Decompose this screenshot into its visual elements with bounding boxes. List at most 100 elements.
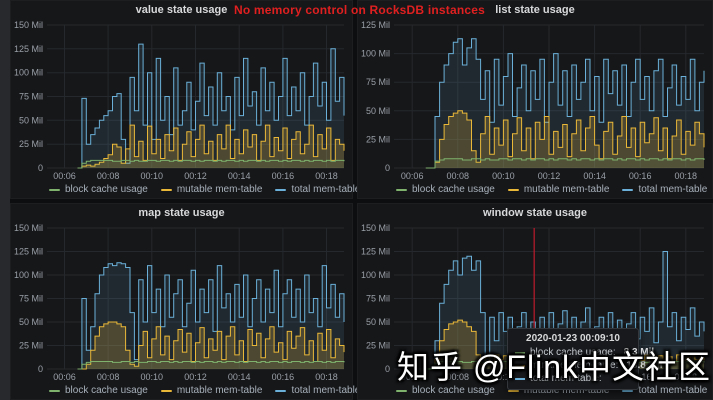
legend-label: mutable mem-table bbox=[523, 385, 610, 396]
x-tick-label: 00:06 bbox=[401, 171, 424, 181]
x-tick-label: 00:12 bbox=[538, 171, 561, 181]
series-fill-1 bbox=[77, 322, 344, 369]
legend-label: mutable mem-table bbox=[176, 385, 263, 396]
legend-item-block-cache-usage[interactable]: block cache usage bbox=[396, 385, 495, 396]
x-tick-label: 00:18 bbox=[675, 372, 698, 382]
legend-list-state: block cache usage mutable mem-table total … bbox=[358, 181, 712, 198]
x-tick-label: 00:10 bbox=[492, 372, 515, 382]
series-fill-0 bbox=[77, 361, 344, 369]
y-tick-label: 125 Mil bbox=[14, 44, 43, 54]
y-tick-label: 150 Mil bbox=[14, 20, 43, 30]
chart-map-state[interactable]: 0 25 Mil 50 Mil 75 Mil 100 Mil 125 Mil 150 Mil… bbox=[11, 223, 352, 382]
series-fill-0 bbox=[77, 160, 344, 168]
y-tick-label: 50 Mil bbox=[19, 115, 43, 125]
series-fill-1 bbox=[77, 125, 344, 168]
x-tick-label: 00:08 bbox=[97, 372, 120, 382]
panel-title-list-state[interactable]: list state usage bbox=[495, 4, 575, 16]
series-fill-1 bbox=[425, 320, 704, 369]
x-tick-label: 00:12 bbox=[184, 372, 207, 382]
legend-item-block-cache-usage[interactable]: block cache usage bbox=[49, 184, 148, 195]
legend-item-mutable-mem-table[interactable]: mutable mem-table bbox=[160, 184, 263, 195]
series-line-1 bbox=[77, 124, 345, 169]
legend-label: total mem-table bbox=[638, 385, 708, 396]
legend-dash-icon bbox=[507, 389, 519, 392]
x-tick-label: 00:08 bbox=[447, 372, 470, 382]
legend-item-mutable-mem-table[interactable]: mutable mem-table bbox=[507, 184, 610, 195]
y-tick-label: 0 bbox=[385, 364, 390, 374]
panel-value-state-usage: value state usage 0 25 Mil 50 Mil 75 Mil 100… bbox=[10, 0, 360, 199]
tooltip-label: mutable mem-table: bbox=[530, 360, 619, 371]
legend-dash-icon bbox=[275, 389, 287, 392]
legend-label: block cache usage bbox=[412, 385, 495, 396]
legend-map-state: block cache usage mutable mem-table total … bbox=[11, 382, 360, 399]
chart-svg: 0 25 Mil 50 Mil 75 Mil 100 Mil 125 Mil 00:06 00… bbox=[361, 20, 705, 181]
legend-window-state: block cache usage mutable mem-table total … bbox=[358, 382, 712, 399]
x-tick-label: 00:06 bbox=[401, 372, 424, 382]
legend-label: mutable mem-table bbox=[176, 184, 263, 195]
legend-dash-icon bbox=[160, 389, 172, 392]
x-tick-label: 00:16 bbox=[272, 372, 295, 382]
legend-item-block-cache-usage[interactable]: block cache usage bbox=[49, 385, 148, 396]
legend-dash-icon bbox=[507, 188, 519, 191]
x-tick-label: 00:14 bbox=[583, 171, 606, 181]
series-line-0 bbox=[77, 159, 345, 169]
legend-label: mutable mem-table bbox=[523, 184, 610, 195]
legend-label: total mem-table bbox=[291, 184, 361, 195]
x-tick-label: 00:16 bbox=[272, 171, 295, 181]
y-tick-label: 75 Mil bbox=[366, 294, 390, 304]
x-tick-label: 00:14 bbox=[228, 171, 251, 181]
tooltip-row-mutable-memtable: mutable mem-table: 13.8 Mil bbox=[515, 360, 663, 371]
panel-title-window-state[interactable]: window state usage bbox=[483, 207, 587, 219]
legend-dash-icon bbox=[160, 188, 172, 191]
series-marker-green bbox=[515, 351, 525, 354]
panel-list-state-usage: list state usage 0 25 Mil 50 Mil 75 Mil 100 … bbox=[357, 0, 713, 199]
chart-list-state[interactable]: 0 25 Mil 50 Mil 75 Mil 100 Mil 125 Mil 00:06 00… bbox=[358, 20, 712, 181]
legend-label: block cache usage bbox=[65, 184, 148, 195]
legend-dash-icon bbox=[49, 389, 60, 392]
tooltip-label: block cache usage: bbox=[530, 347, 616, 358]
x-tick-label: 00:06 bbox=[53, 171, 76, 181]
series-marker-blue bbox=[515, 377, 525, 380]
legend-dash-icon bbox=[622, 188, 634, 191]
legend-item-block-cache-usage[interactable]: block cache usage bbox=[396, 184, 495, 195]
series-fill-2 bbox=[425, 38, 704, 169]
series-fill-2 bbox=[77, 262, 344, 369]
legend-dash-icon bbox=[275, 188, 287, 191]
x-tick-label: 00:18 bbox=[675, 171, 698, 181]
series-line-2 bbox=[77, 262, 345, 370]
legend-item-total-mem-table[interactable]: total mem-table bbox=[622, 385, 707, 396]
tooltip-row-total-memtable: total mem-table: bbox=[515, 373, 631, 384]
panel-title-value-state[interactable]: value state usage bbox=[135, 4, 228, 16]
panel-title-map-state[interactable]: map state usage bbox=[138, 207, 225, 219]
chart-value-state[interactable]: 0 25 Mil 50 Mil 75 Mil 100 Mil 125 Mil 150 Mil… bbox=[11, 20, 352, 181]
legend-item-mutable-mem-table[interactable]: mutable mem-table bbox=[160, 385, 263, 396]
y-tick-label: 0 bbox=[38, 163, 43, 173]
legend-item-total-mem-table[interactable]: total mem-table bbox=[275, 385, 360, 396]
y-tick-label: 25 Mil bbox=[366, 341, 390, 351]
legend-value-state: block cache usage mutable mem-table total … bbox=[11, 181, 360, 198]
x-tick-label: 00:08 bbox=[97, 171, 120, 181]
series-marker-yellow bbox=[515, 364, 525, 367]
legend-item-total-mem-table[interactable]: total mem-table bbox=[275, 184, 360, 195]
series-fill-0 bbox=[425, 158, 704, 168]
legend-dash-icon bbox=[622, 389, 634, 392]
x-tick-label: 00:10 bbox=[492, 171, 515, 181]
y-tick-label: 75 Mil bbox=[19, 92, 43, 102]
x-tick-label: 00:10 bbox=[141, 372, 164, 382]
tooltip-timestamp: 2020-01-23 00:09:10 bbox=[526, 333, 620, 344]
legend-item-total-mem-table[interactable]: total mem-table bbox=[622, 184, 707, 195]
tooltip-value: 13.8 Mil bbox=[626, 360, 663, 371]
warning-annotation-text: No memory control on RocksDB instances bbox=[234, 3, 485, 17]
legend-item-mutable-mem-table[interactable]: mutable mem-table bbox=[507, 385, 610, 396]
legend-label: block cache usage bbox=[412, 184, 495, 195]
tooltip-row-block-cache: block cache usage: 8.3 Mil bbox=[515, 347, 654, 358]
legend-label: total mem-table bbox=[291, 385, 361, 396]
x-tick-label: 00:16 bbox=[629, 171, 652, 181]
x-tick-label: 00:12 bbox=[184, 171, 207, 181]
left-edge-strip bbox=[0, 0, 10, 400]
legend-label: block cache usage bbox=[65, 385, 148, 396]
y-tick-label: 100 Mil bbox=[361, 270, 390, 280]
series-line-1 bbox=[425, 110, 705, 169]
y-tick-label: 125 Mil bbox=[361, 20, 390, 30]
x-tick-label: 00:10 bbox=[141, 171, 164, 181]
